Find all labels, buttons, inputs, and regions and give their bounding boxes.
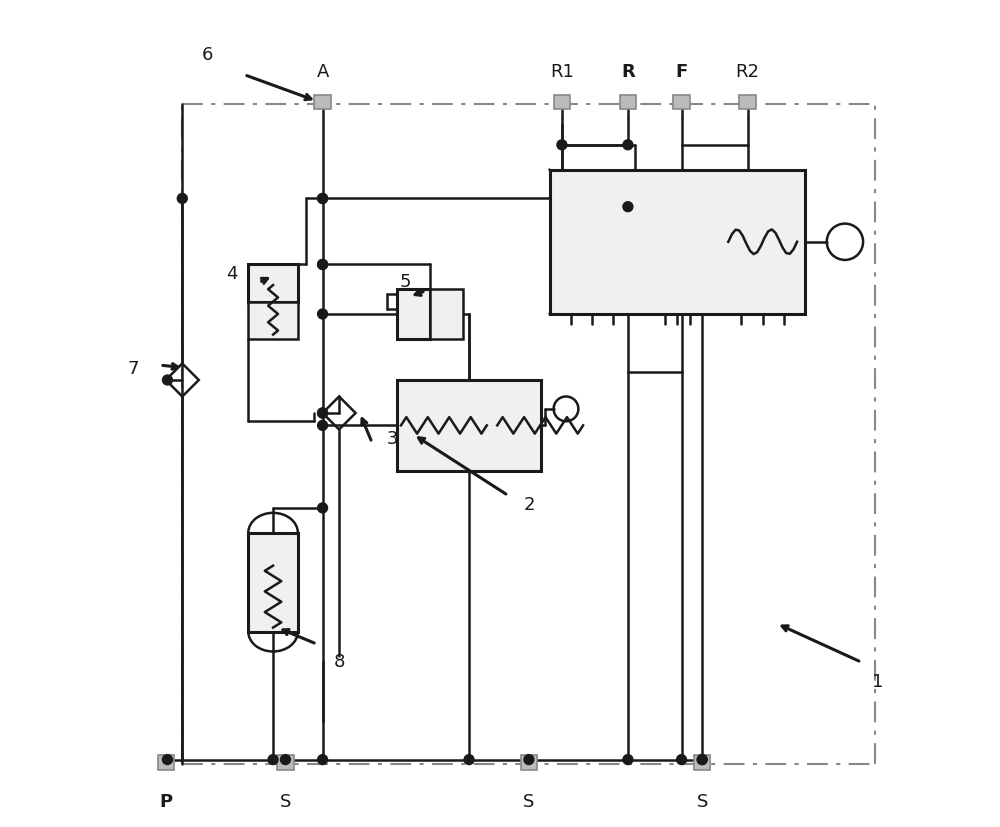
Bar bbox=[521, 755, 537, 770]
Circle shape bbox=[318, 261, 328, 270]
Text: 3: 3 bbox=[387, 429, 398, 447]
Circle shape bbox=[623, 141, 633, 151]
Text: R: R bbox=[621, 63, 635, 80]
Text: 6: 6 bbox=[201, 46, 213, 64]
Circle shape bbox=[318, 409, 328, 418]
Circle shape bbox=[697, 755, 707, 765]
Text: R1: R1 bbox=[550, 63, 574, 80]
Circle shape bbox=[162, 375, 172, 385]
Text: 2: 2 bbox=[523, 495, 535, 514]
Bar bbox=[550, 170, 805, 314]
Text: R2: R2 bbox=[736, 63, 760, 80]
Circle shape bbox=[677, 755, 687, 765]
Circle shape bbox=[318, 421, 328, 431]
Circle shape bbox=[162, 755, 172, 765]
Text: 8: 8 bbox=[333, 652, 345, 670]
Circle shape bbox=[318, 309, 328, 319]
Circle shape bbox=[464, 755, 474, 765]
Bar bbox=[673, 95, 690, 110]
Circle shape bbox=[524, 755, 534, 765]
Circle shape bbox=[318, 755, 328, 765]
Bar bbox=[277, 755, 294, 770]
Text: F: F bbox=[675, 63, 688, 80]
Bar bbox=[694, 755, 710, 770]
Circle shape bbox=[177, 194, 187, 204]
Circle shape bbox=[557, 141, 567, 151]
Bar bbox=[248, 265, 298, 302]
Bar bbox=[430, 290, 463, 339]
Bar bbox=[158, 755, 174, 770]
Bar bbox=[248, 302, 298, 339]
Bar bbox=[620, 95, 636, 110]
Circle shape bbox=[318, 194, 328, 204]
Circle shape bbox=[623, 203, 633, 213]
Circle shape bbox=[268, 755, 278, 765]
Text: 5: 5 bbox=[399, 273, 411, 290]
Bar bbox=[397, 290, 430, 339]
Circle shape bbox=[318, 504, 328, 514]
Bar bbox=[397, 380, 541, 471]
Text: S: S bbox=[696, 792, 708, 810]
Text: P: P bbox=[159, 792, 172, 810]
Circle shape bbox=[623, 755, 633, 765]
Text: A: A bbox=[316, 63, 329, 80]
Circle shape bbox=[318, 409, 328, 418]
Circle shape bbox=[318, 194, 328, 204]
Bar bbox=[248, 533, 298, 632]
Circle shape bbox=[318, 261, 328, 270]
Text: 1: 1 bbox=[872, 672, 884, 691]
Bar bbox=[314, 95, 331, 110]
Text: S: S bbox=[523, 792, 535, 810]
Text: S: S bbox=[280, 792, 291, 810]
Text: 7: 7 bbox=[127, 359, 139, 377]
Bar bbox=[739, 95, 756, 110]
Circle shape bbox=[697, 755, 707, 765]
Circle shape bbox=[280, 755, 290, 765]
Bar bbox=[554, 95, 570, 110]
Text: 4: 4 bbox=[226, 265, 238, 282]
